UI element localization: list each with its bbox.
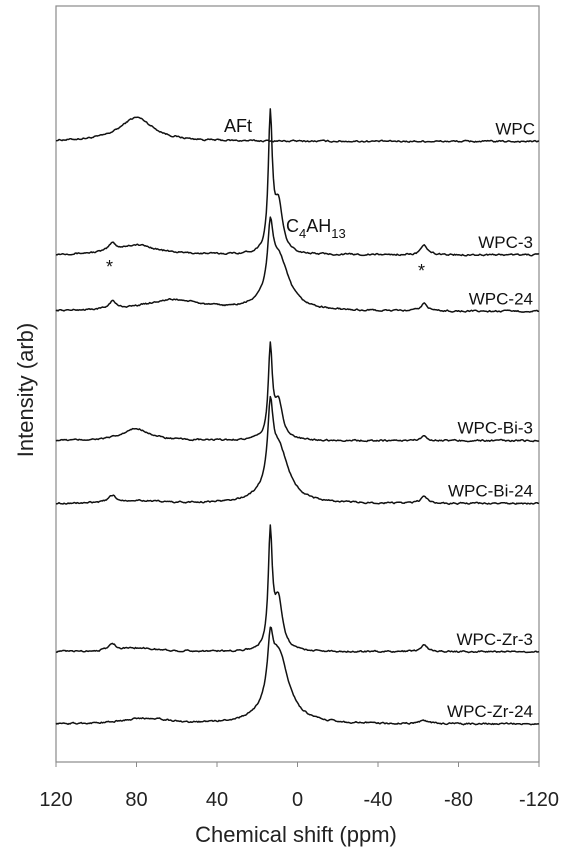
trace-wpc-3 (55, 108, 540, 257)
peak-annotations: AFt C4AH13 * * (106, 116, 425, 281)
c4ah13-part-c: C (286, 216, 299, 236)
spinning-sideband-right: * (418, 261, 425, 281)
trace-wpc-zr-3 (55, 524, 540, 654)
y-axis-title: Intensity (arb) (13, 323, 38, 458)
series-label-wpc: WPC (495, 119, 535, 138)
c4ah13-sub-13: 13 (331, 226, 345, 241)
series-label-wpc-zr-3: WPC-Zr-3 (457, 630, 533, 649)
trace-wpc-zr-24 (55, 626, 539, 726)
trace-wpc (55, 116, 539, 143)
trace-wpc-bi-24 (55, 395, 540, 505)
x-tick-label: -80 (444, 789, 473, 811)
x-tick-label: -40 (364, 789, 393, 811)
series-label-wpc-bi-3: WPC-Bi-3 (457, 419, 533, 438)
series-labels: WPC WPC-3 WPC-24 WPC-Bi-3 WPC-Bi-24 WPC-Zr-3 W… (447, 119, 535, 721)
series-label-wpc-24: WPC-24 (469, 290, 533, 309)
series-label-wpc-zr-24: WPC-Zr-24 (447, 702, 533, 721)
x-tick-label: -120 (519, 789, 559, 811)
x-tick-label: 40 (206, 789, 228, 811)
x-tick-label: 120 (39, 789, 72, 811)
c4ah13-sub-4: 4 (299, 226, 306, 241)
x-tick-label: 0 (292, 789, 303, 811)
trace-wpc-bi-3 (55, 341, 540, 443)
spectra-traces (55, 108, 540, 726)
series-label-wpc-bi-24: WPC-Bi-24 (448, 482, 533, 501)
trace-wpc-24 (55, 216, 539, 313)
series-label-wpc-3: WPC-3 (478, 233, 533, 252)
c4ah13-annotation: C4AH13 (286, 216, 346, 241)
x-axis-tick-labels: 120 80 40 0 -40 -80 -120 (39, 762, 559, 811)
x-axis-title: Chemical shift (ppm) (195, 822, 397, 847)
aft-annotation: AFt (224, 116, 252, 136)
x-tick-label: 80 (125, 789, 147, 811)
spinning-sideband-left: * (106, 257, 113, 277)
c4ah13-part-ah: AH (306, 216, 331, 236)
